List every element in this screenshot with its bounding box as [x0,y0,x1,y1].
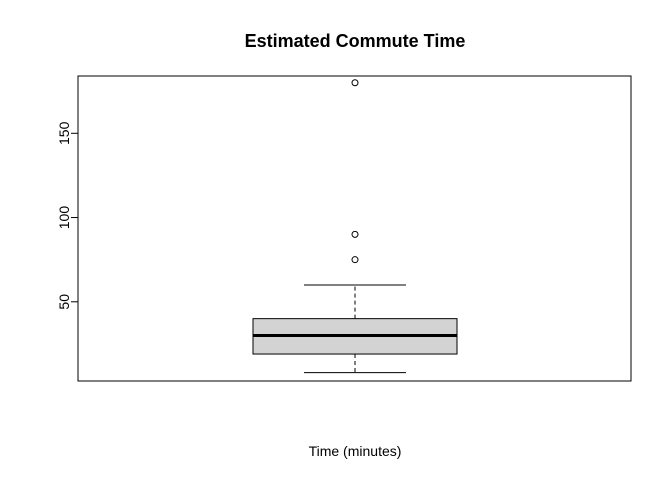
outlier-point-75 [351,256,359,264]
x-axis-label: Time (minutes) [309,443,402,459]
box-group [252,79,458,374]
outlier-point-90 [351,230,359,238]
y-tick-label-50: 50 [56,294,72,310]
y-tick-label-150: 150 [56,121,72,145]
y-tick-label-100: 100 [56,206,72,230]
y-axis: 50 100 150 [56,121,79,310]
chart-title: Estimated Commute Time [245,31,466,51]
outlier-point-180 [351,79,359,87]
